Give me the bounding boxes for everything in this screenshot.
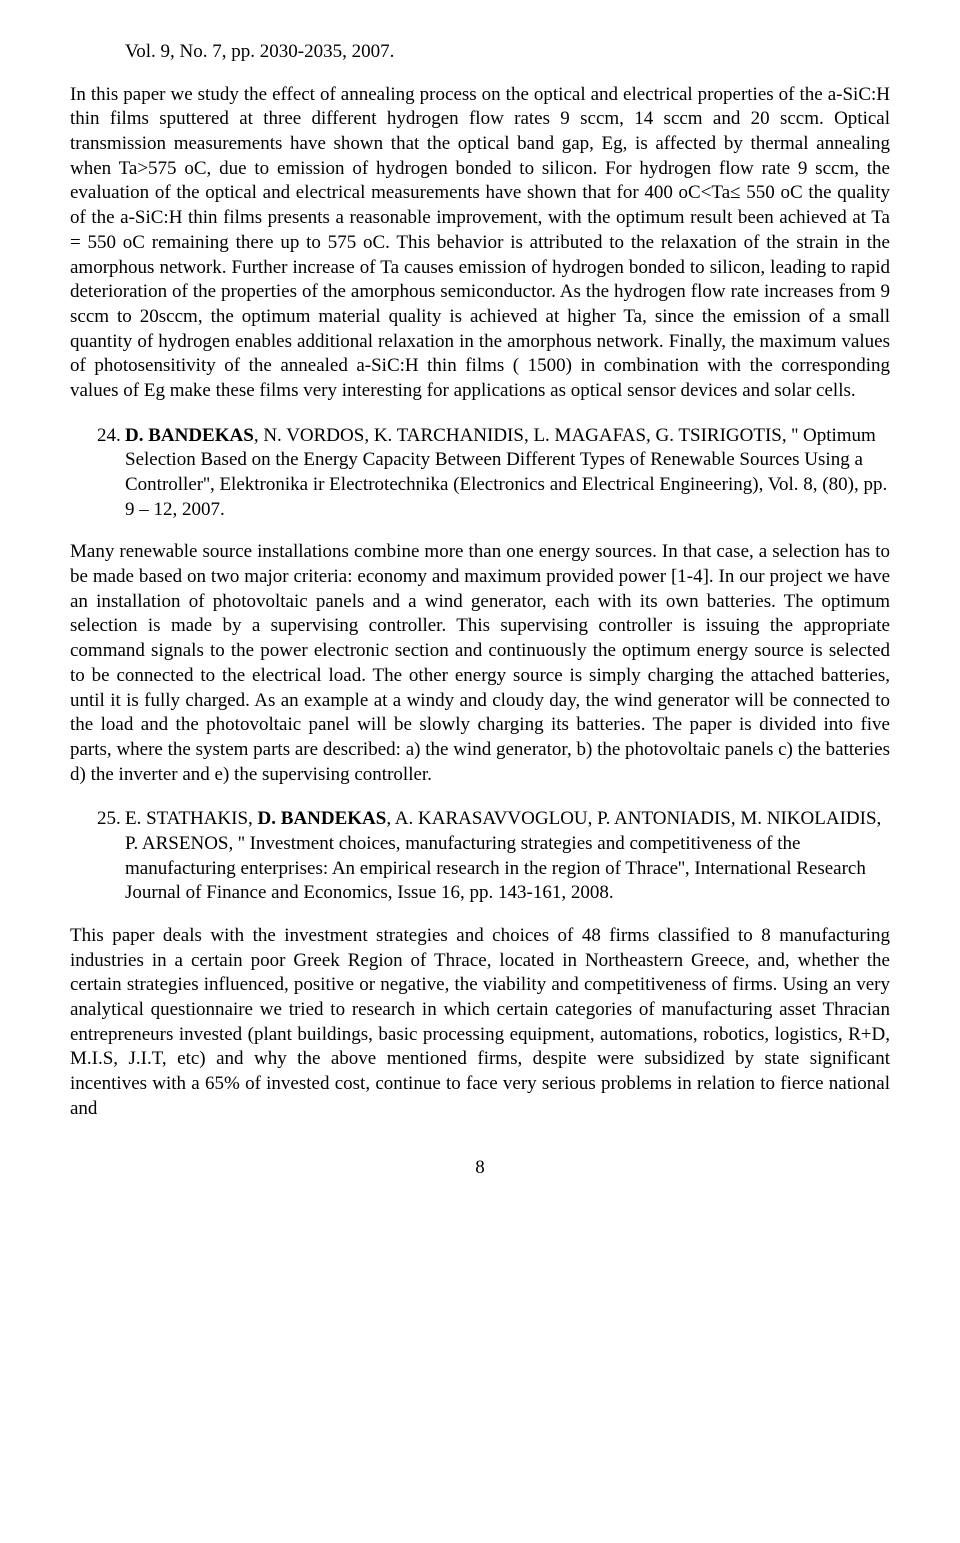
page-number: 8 [70, 1157, 890, 1179]
document-page: Vol. 9, No. 7, pp. 2030-2035, 2007. In t… [0, 0, 960, 1219]
reference-25: 25.E. STATHAKIS, D. BANDEKAS, A. KARASAV… [70, 807, 890, 906]
abstract-paragraph-2: Many renewable source installations comb… [70, 540, 890, 787]
reference-header-text: Vol. 9, No. 7, pp. 2030-2035, 2007. [125, 41, 394, 62]
abstract-paragraph-3: This paper deals with the investment str… [70, 924, 890, 1122]
reference-25-text: 25.E. STATHAKIS, D. BANDEKAS, A. KARASAV… [125, 808, 881, 903]
reference-header: Vol. 9, No. 7, pp. 2030-2035, 2007. [70, 40, 890, 65]
abstract-1-text: In this paper we study the effect of ann… [70, 84, 890, 401]
reference-25-author-before: E. STATHAKIS, [125, 808, 258, 829]
reference-25-author-bold: D. BANDEKAS [258, 808, 387, 829]
abstract-2-text: Many renewable source installations comb… [70, 541, 890, 784]
abstract-3-text: This paper deals with the investment str… [70, 925, 890, 1119]
reference-24: 24.D. BANDEKAS, N. VORDOS, K. TARCHANIDI… [70, 424, 890, 523]
reference-24-text: 24.D. BANDEKAS, N. VORDOS, K. TARCHANIDI… [125, 425, 887, 520]
reference-24-author-bold: D. BANDEKAS [125, 425, 254, 446]
abstract-paragraph-1: In this paper we study the effect of ann… [70, 83, 890, 404]
page-number-text: 8 [475, 1157, 485, 1178]
